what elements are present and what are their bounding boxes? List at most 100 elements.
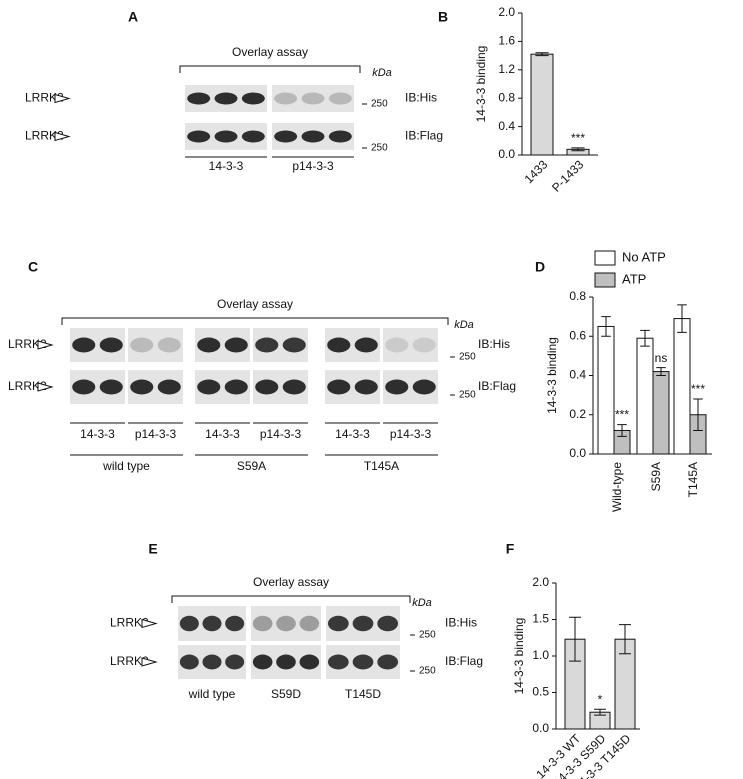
y-tick-label: 0.0 <box>569 446 586 460</box>
band <box>241 130 265 143</box>
band <box>99 337 123 353</box>
band <box>276 615 296 632</box>
band <box>187 92 211 105</box>
error-bar <box>677 304 687 333</box>
lane-label: p14-3-3 <box>292 159 334 173</box>
panel-label: F <box>506 541 515 557</box>
y-tick-label: 0.8 <box>569 289 586 303</box>
antibody-label: IB:Flag <box>478 379 516 393</box>
band <box>352 615 374 632</box>
band <box>214 130 238 143</box>
band <box>301 130 325 143</box>
band <box>327 337 351 353</box>
band <box>72 379 96 395</box>
band <box>327 615 349 632</box>
bar <box>636 337 654 455</box>
lane-label: p14-3-3 <box>390 427 432 441</box>
arrowhead <box>141 618 158 629</box>
arrowhead <box>54 131 71 142</box>
band <box>252 654 273 670</box>
x-tick-label: 1433 <box>522 157 551 186</box>
x-tick-label: T145A <box>686 462 700 497</box>
band <box>214 92 238 105</box>
bracket <box>171 595 411 603</box>
lane-label: T145D <box>345 687 381 701</box>
error-bar <box>569 616 581 662</box>
band <box>274 130 298 143</box>
band <box>412 337 436 353</box>
lane-label: 14-3-3 <box>205 427 240 441</box>
band <box>187 130 211 143</box>
band <box>225 615 245 632</box>
y-axis-label: 14-3-3 binding <box>512 618 526 695</box>
band <box>224 337 248 353</box>
blot-title: Overlay assay <box>217 297 293 311</box>
marker-label: 250 <box>371 99 388 110</box>
marker-label: 250 <box>459 390 476 401</box>
marker-label: 250 <box>371 143 388 154</box>
panel-label: E <box>148 541 157 557</box>
y-tick-label: 0.5 <box>532 685 549 699</box>
protein-label: LRRK2 <box>25 129 64 143</box>
band <box>385 337 409 353</box>
error-bar <box>601 316 611 337</box>
x-tick-label: P-1433 <box>549 157 586 194</box>
band <box>202 615 222 632</box>
y-tick-label: 1.6 <box>498 34 515 48</box>
error-bar <box>571 147 585 152</box>
legend-label: No ATP <box>622 249 666 264</box>
band <box>377 654 399 670</box>
marker-label: 250 <box>419 630 436 641</box>
band <box>241 92 265 105</box>
bracket <box>179 65 361 73</box>
legend-swatch <box>594 250 616 266</box>
band <box>202 654 222 670</box>
blot-title: Overlay assay <box>232 45 308 59</box>
band <box>274 92 298 105</box>
band <box>197 337 221 353</box>
y-tick-label: 0.4 <box>569 368 586 382</box>
band <box>130 379 154 395</box>
band <box>385 379 409 395</box>
arrowhead <box>54 93 71 104</box>
band <box>197 379 221 395</box>
error-bar <box>617 424 627 437</box>
band <box>377 615 399 632</box>
antibody-label: IB:His <box>405 91 437 105</box>
band <box>179 615 199 632</box>
group-label: wild type <box>102 459 150 473</box>
legend-label: ATP <box>622 271 646 286</box>
band <box>354 379 378 395</box>
significance-label: * <box>598 692 603 706</box>
band <box>157 379 181 395</box>
arrowhead <box>141 657 158 667</box>
unit-label: kDa <box>454 319 474 331</box>
y-tick-label: 0.0 <box>532 721 549 735</box>
unit-label: kDa <box>412 597 432 609</box>
lane-label: 14-3-3 <box>335 427 370 441</box>
y-tick-label: 1.5 <box>532 612 549 626</box>
band <box>299 654 320 670</box>
band <box>224 379 248 395</box>
y-tick-label: 0.0 <box>498 147 515 161</box>
significance-label: *** <box>615 408 629 422</box>
protein-label: LRRK2 <box>8 379 47 393</box>
lane-label: p14-3-3 <box>135 427 177 441</box>
y-tick-label: 0.4 <box>498 119 515 133</box>
band <box>225 654 245 670</box>
band <box>282 337 306 353</box>
protein-label: LRRK2 <box>110 654 149 668</box>
blot-title: Overlay assay <box>253 575 329 589</box>
y-tick-label: 0.2 <box>569 407 586 421</box>
band <box>72 337 96 353</box>
y-tick-label: 0.6 <box>569 328 586 342</box>
panel-label: D <box>535 259 545 275</box>
y-tick-label: 2.0 <box>498 5 515 19</box>
band <box>328 130 352 143</box>
bar <box>597 325 615 455</box>
antibody-label: IB:His <box>478 337 510 351</box>
lane-label: wild type <box>188 687 236 701</box>
error-bar <box>619 624 631 655</box>
